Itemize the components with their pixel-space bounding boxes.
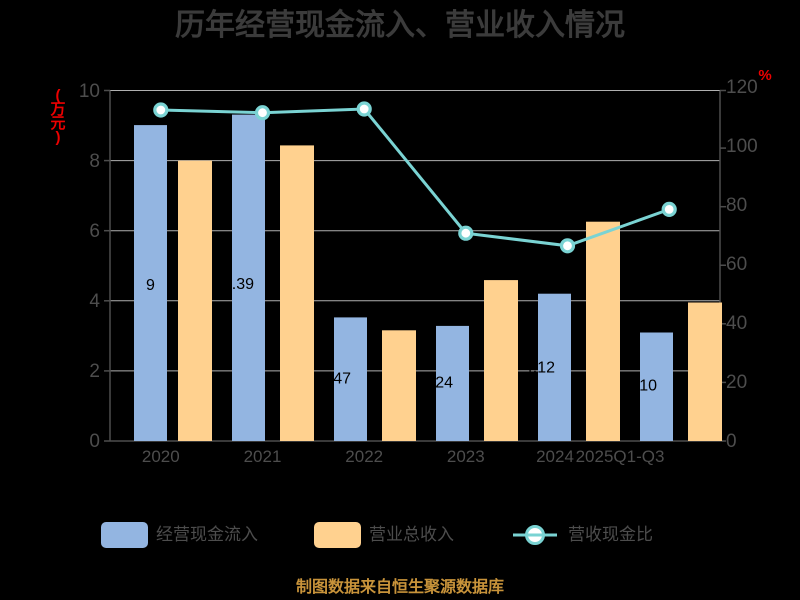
svg-text:9: 9 bbox=[146, 277, 155, 294]
svg-text:120: 120 bbox=[726, 77, 758, 98]
svg-text:制图数据来自恒生聚源数据库: 制图数据来自恒生聚源数据库 bbox=[296, 577, 504, 596]
svg-text:%: % bbox=[758, 67, 771, 84]
svg-text:0: 0 bbox=[89, 431, 100, 452]
svg-text:40: 40 bbox=[726, 313, 747, 334]
svg-text:9.39: 9.39 bbox=[223, 276, 254, 293]
svg-text:): ) bbox=[56, 129, 61, 146]
svg-text:历年经营现金流入、营业收入情况: 历年经营现金流入、营业收入情况 bbox=[175, 8, 625, 42]
svg-text:2021: 2021 bbox=[244, 447, 282, 466]
svg-text:10: 10 bbox=[79, 81, 100, 102]
svg-text:营业总收入: 营业总收入 bbox=[369, 525, 454, 544]
svg-text:4: 4 bbox=[89, 291, 100, 312]
svg-text:3.24: 3.24 bbox=[422, 375, 453, 392]
svg-text:3.10: 3.10 bbox=[626, 378, 657, 395]
svg-text:2023: 2023 bbox=[447, 447, 485, 466]
svg-text:8: 8 bbox=[89, 151, 100, 172]
svg-text:营收现金比: 营收现金比 bbox=[568, 525, 653, 544]
svg-text:3.47: 3.47 bbox=[320, 371, 351, 388]
svg-text:2022: 2022 bbox=[345, 447, 383, 466]
svg-text:2020: 2020 bbox=[142, 447, 180, 466]
svg-text:4.12: 4.12 bbox=[524, 360, 555, 377]
svg-text:20: 20 bbox=[726, 372, 747, 393]
svg-text:100: 100 bbox=[726, 136, 758, 157]
svg-text:60: 60 bbox=[726, 254, 747, 275]
svg-text:2024: 2024 bbox=[536, 447, 574, 466]
svg-text:6: 6 bbox=[89, 221, 100, 242]
svg-text:80: 80 bbox=[726, 195, 747, 216]
svg-text:2025Q1-Q3: 2025Q1-Q3 bbox=[576, 447, 665, 466]
svg-text:0: 0 bbox=[726, 431, 737, 452]
svg-text:2: 2 bbox=[89, 361, 100, 382]
svg-text:经营现金流入: 经营现金流入 bbox=[156, 525, 258, 544]
